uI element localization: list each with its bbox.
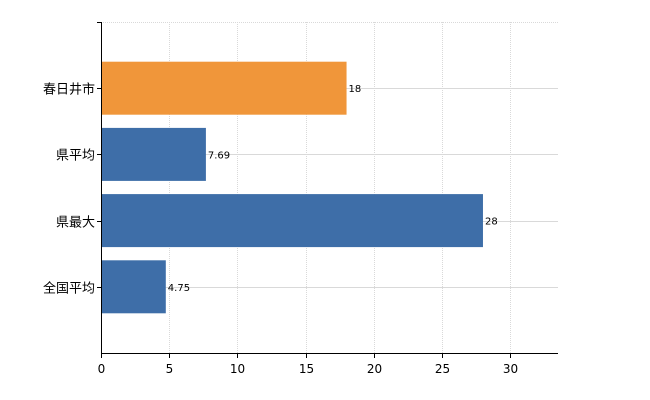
bar xyxy=(101,194,483,248)
x-tick-label: 10 xyxy=(230,362,245,376)
x-tick-label: 20 xyxy=(367,362,382,376)
x-tick-label: 15 xyxy=(299,362,314,376)
x-tick-label: 25 xyxy=(435,362,450,376)
category-label: 県最大 xyxy=(56,216,95,231)
bars: 18 7.69 28 4.75 xyxy=(101,61,498,314)
bar xyxy=(101,260,166,314)
data-label: 4.75 xyxy=(168,283,190,294)
data-label: 18 xyxy=(349,84,362,95)
x-tick-label: 5 xyxy=(166,362,174,376)
category-label: 県平均 xyxy=(56,149,95,164)
data-label: 28 xyxy=(485,217,498,228)
category-label: 全国平均 xyxy=(43,281,95,297)
bar xyxy=(101,127,206,181)
x-tick-label: 0 xyxy=(98,362,106,376)
bar xyxy=(101,61,347,115)
category-label: 春日井市 xyxy=(43,82,95,98)
x-tick-label: 30 xyxy=(503,362,518,376)
data-label: 7.69 xyxy=(208,150,230,161)
